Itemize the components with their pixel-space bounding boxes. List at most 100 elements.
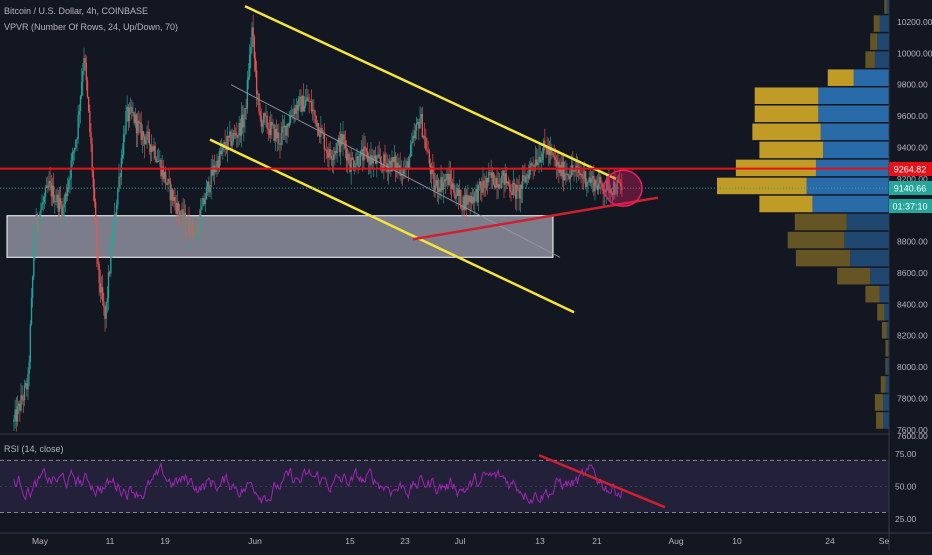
candle-body (514, 184, 517, 199)
candle-body (506, 181, 509, 184)
candle-body (202, 198, 204, 207)
candle-body (181, 209, 183, 216)
candle-body (59, 198, 62, 205)
candle-body (583, 171, 586, 179)
candle-body (30, 297, 33, 325)
vpvr-up-bar (850, 249, 889, 267)
candle-body (225, 147, 228, 151)
candle-body (309, 101, 312, 103)
candle-body (428, 151, 431, 164)
time-tick-label: Jul (455, 536, 466, 546)
candle-body (140, 122, 142, 140)
candle-body (143, 136, 146, 145)
candle-body (138, 120, 140, 124)
candle-body (443, 179, 446, 183)
time-tick-label: 23 (400, 536, 410, 546)
candle-body (121, 154, 124, 158)
candle-body (61, 204, 63, 218)
candle-body (84, 57, 86, 64)
candle-body (568, 175, 571, 179)
candle-body (451, 183, 454, 189)
time-tick-label: 15 (345, 536, 355, 546)
candle-body (308, 101, 310, 102)
vpvr-up-bar (820, 123, 889, 141)
candle-body (264, 113, 266, 117)
candle-body (82, 71, 84, 83)
time-tick-label: May (32, 536, 49, 546)
candle-body (163, 171, 166, 179)
candle-body (414, 130, 417, 139)
candle-body (335, 150, 337, 153)
candle-body (273, 124, 275, 141)
candle-body (210, 167, 212, 187)
candle-body (558, 161, 560, 173)
candle-body (391, 157, 393, 172)
candle-body (379, 157, 382, 163)
candle-body (16, 406, 19, 422)
candle-body (311, 109, 314, 112)
candle-body (124, 133, 126, 135)
symbol-legend[interactable]: Bitcoin / U.S. Dollar, 4h, COINBASE (4, 6, 149, 16)
candle-body (280, 132, 282, 145)
candle-body (616, 179, 618, 194)
time-tick-label: 19 (160, 536, 170, 546)
candle-body (356, 156, 358, 163)
time-tick-label: Se (879, 536, 890, 546)
candle-body (215, 169, 217, 173)
candle-body (155, 158, 158, 162)
candle-body (66, 187, 69, 197)
candle-body (132, 112, 134, 114)
candle-body (220, 150, 223, 155)
channel-upper-line (244, 5, 617, 180)
candle-body (455, 196, 457, 199)
candle-body (254, 58, 257, 71)
candle-body (544, 140, 546, 146)
candle-body (430, 166, 433, 175)
candle-body (582, 177, 585, 179)
candle-body (549, 149, 552, 156)
candle-body (194, 232, 196, 237)
candle-body (365, 148, 368, 152)
candle-body (314, 110, 316, 116)
candle-body (563, 173, 566, 180)
candle-body (241, 114, 244, 128)
candle-body (332, 154, 335, 160)
candle-body (334, 150, 336, 155)
candle-body (516, 185, 518, 199)
candle-body (134, 114, 137, 124)
candle-body (262, 113, 265, 123)
candle-body (252, 27, 254, 37)
candle-body (112, 227, 114, 245)
rsi-tick-label: 50.00 (895, 481, 917, 491)
candle-body (345, 148, 348, 161)
candle-body (86, 80, 89, 97)
candle-body (370, 155, 372, 166)
candle-body (289, 115, 292, 123)
vpvr-up-bar (853, 69, 889, 86)
vpvr-down-bar (873, 15, 880, 32)
candle-body (69, 178, 71, 180)
vpvr-up-bar (870, 267, 889, 285)
candle-body (279, 143, 281, 145)
candle-body (208, 181, 210, 193)
candle-body (457, 188, 460, 197)
vpvr-legend[interactable]: VPVR (Number Of Rows, 24, Up/Down, 70) (4, 22, 179, 32)
candle-body (303, 105, 306, 112)
candle-body (152, 146, 154, 151)
candle-body (127, 106, 130, 122)
candle-body (43, 196, 46, 203)
candle-body (422, 136, 425, 138)
rsi-legend[interactable]: RSI (14, close) (4, 444, 64, 454)
candle-body (460, 189, 462, 209)
candle-body (113, 214, 116, 228)
price-tick-label: 8000.00 (897, 362, 928, 372)
candle-body (51, 185, 54, 197)
candle-body (106, 297, 109, 303)
candle-body (441, 176, 443, 190)
candle-body (343, 134, 345, 141)
candle-body (54, 201, 56, 203)
candle-body (436, 180, 439, 192)
candle-body (234, 133, 237, 136)
vpvr-down-bar (880, 376, 886, 393)
